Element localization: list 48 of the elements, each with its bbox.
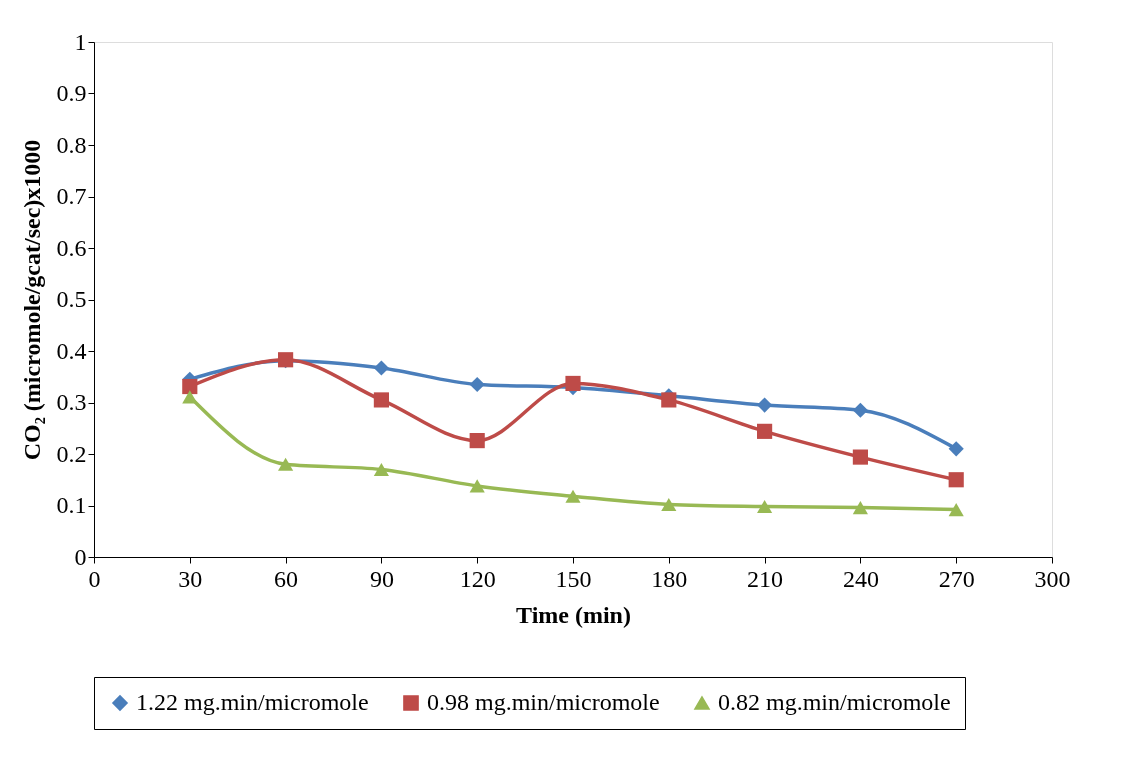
point — [469, 376, 485, 393]
x-tick-label: 150 — [555, 565, 592, 592]
point — [565, 489, 581, 503]
x-tick-label: 180 — [651, 565, 688, 592]
point — [757, 423, 773, 439]
x-tick-label: 210 — [747, 565, 784, 592]
legend-label: 1.22 mg.min/micromole — [136, 689, 369, 715]
legend-label: 0.82 mg.min/micromole — [718, 689, 951, 715]
point — [852, 402, 868, 418]
y-tick-label: 0.2 — [56, 440, 87, 467]
y-tick-label: 0.6 — [56, 234, 87, 261]
point — [565, 375, 581, 392]
x-tick-label: 90 — [369, 565, 394, 592]
y-tick-label: 0.5 — [56, 286, 87, 312]
point — [469, 479, 485, 493]
x-axis-title: Time (min) — [516, 601, 631, 628]
point — [182, 390, 198, 404]
point — [948, 472, 964, 488]
x-tick-label: 240 — [842, 565, 879, 592]
x-tick-label: 300 — [1034, 565, 1071, 592]
point — [948, 441, 964, 457]
x-tick-label: 120 — [459, 565, 496, 592]
point — [661, 392, 677, 408]
y-tick-label: 0.9 — [56, 80, 87, 106]
y-tick-label: 0.8 — [56, 131, 87, 158]
point — [182, 378, 198, 395]
y-axis-title: CO₂ (micromole/gcat/sec)x1000 — [18, 139, 45, 461]
y-tick-label: 1 — [74, 28, 87, 55]
legend-label: 0.98 mg.min/micromole — [427, 689, 660, 715]
x-tick-label: 60 — [274, 565, 299, 592]
x-tick-label: 30 — [178, 565, 203, 592]
point — [852, 449, 868, 465]
y-tick-label: 0.7 — [56, 183, 87, 209]
point — [373, 360, 389, 376]
point — [373, 462, 389, 477]
y-tick-label: 0.3 — [56, 389, 87, 415]
point — [469, 433, 485, 449]
point — [757, 397, 773, 413]
point — [948, 503, 964, 517]
point — [852, 500, 868, 515]
y-tick-label: 0.1 — [56, 492, 87, 518]
point — [661, 497, 677, 512]
y-tick-label: 0 — [74, 543, 87, 570]
x-tick-label: 270 — [938, 565, 975, 592]
y-tick-label: 0.4 — [56, 337, 87, 364]
point — [757, 499, 773, 514]
point — [278, 457, 294, 471]
point — [373, 392, 389, 408]
